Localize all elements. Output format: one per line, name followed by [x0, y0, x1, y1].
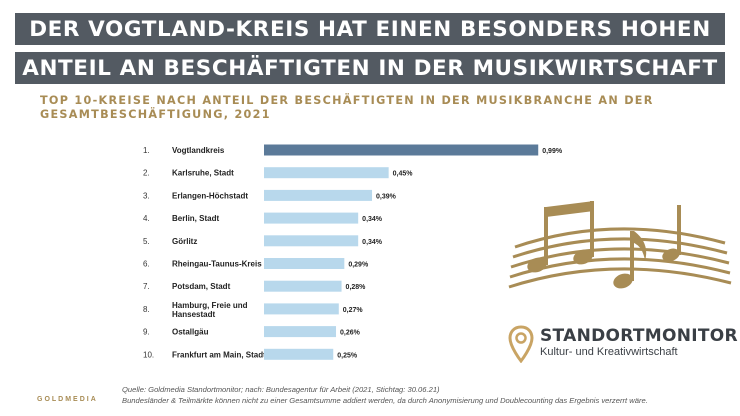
bar	[264, 258, 345, 269]
value-label: 0,26%	[340, 330, 361, 337]
category-label: Rheingau-Taunus-Kreis	[172, 260, 262, 269]
value-label: 0,25%	[337, 352, 358, 359]
category-label: Berlin, Stadt	[172, 214, 219, 223]
rank-label: 8.	[143, 305, 150, 314]
rank-label: 4.	[143, 214, 150, 223]
bar	[264, 212, 359, 224]
rank-label: 7.	[143, 282, 150, 291]
value-label: 0,34%	[362, 216, 383, 223]
category-label: Erlangen-Höchstadt	[172, 191, 248, 200]
bar	[264, 189, 373, 201]
rank-label: 5.	[143, 237, 150, 246]
value-label: 0,99%	[542, 148, 563, 155]
rank-label: 9.	[143, 328, 150, 337]
source-text: Quelle: Goldmedia Standortmonitor; nach:…	[122, 385, 440, 394]
category-label: Ostallgäu	[172, 328, 209, 337]
logo-name: STANDORTMONITOR	[540, 326, 738, 346]
music-notes-icon	[508, 201, 732, 289]
value-label: 0,29%	[348, 262, 369, 269]
map-pin-icon	[508, 325, 534, 363]
category-label: Hamburg, Freie und Hansestadt	[172, 301, 248, 319]
category-label: Potsdam, Stadt	[172, 282, 231, 291]
headline-line-1: DER VOGTLAND-KREIS HAT EINEN BESONDERS H…	[15, 13, 725, 45]
chart-title: TOP 10-KREISE NACH ANTEIL DER BESCHÄFTIG…	[40, 94, 654, 121]
rank-label: 10.	[143, 350, 154, 359]
category-label: Görlitz	[172, 237, 197, 246]
category-label: Frankfurt am Main, Stadt	[172, 350, 266, 359]
headline-line-2: ANTEIL AN BESCHÄFTIGTEN IN DER MUSIKWIRT…	[15, 52, 725, 84]
category-label: Karlsruhe, Stadt	[172, 169, 234, 178]
rank-label: 6.	[143, 260, 150, 269]
rank-label: 3.	[143, 191, 150, 200]
value-label: 0,34%	[362, 239, 383, 246]
bar	[264, 303, 339, 315]
rank-label: 2.	[143, 169, 150, 178]
category-label: Vogtlandkreis	[172, 146, 225, 155]
bar	[264, 167, 389, 179]
value-label: 0,45%	[393, 171, 414, 178]
bar	[264, 144, 539, 156]
value-label: 0,27%	[343, 307, 364, 314]
bar	[264, 348, 334, 360]
brand-label: GOLDMEDIA	[37, 396, 98, 403]
value-label: 0,28%	[346, 284, 367, 291]
logo-tagline: Kultur- und Kreativwirtschaft	[540, 346, 678, 358]
value-label: 0,39%	[376, 193, 397, 200]
bar	[264, 235, 359, 247]
disclaimer-text: Bundesländer & Teilmärkte können nicht z…	[122, 396, 648, 405]
bar	[264, 326, 337, 338]
source-note: Quelle: Goldmedia Standortmonitor; nach:…	[122, 384, 722, 406]
bar	[264, 280, 342, 292]
rank-label: 1.	[143, 146, 150, 155]
